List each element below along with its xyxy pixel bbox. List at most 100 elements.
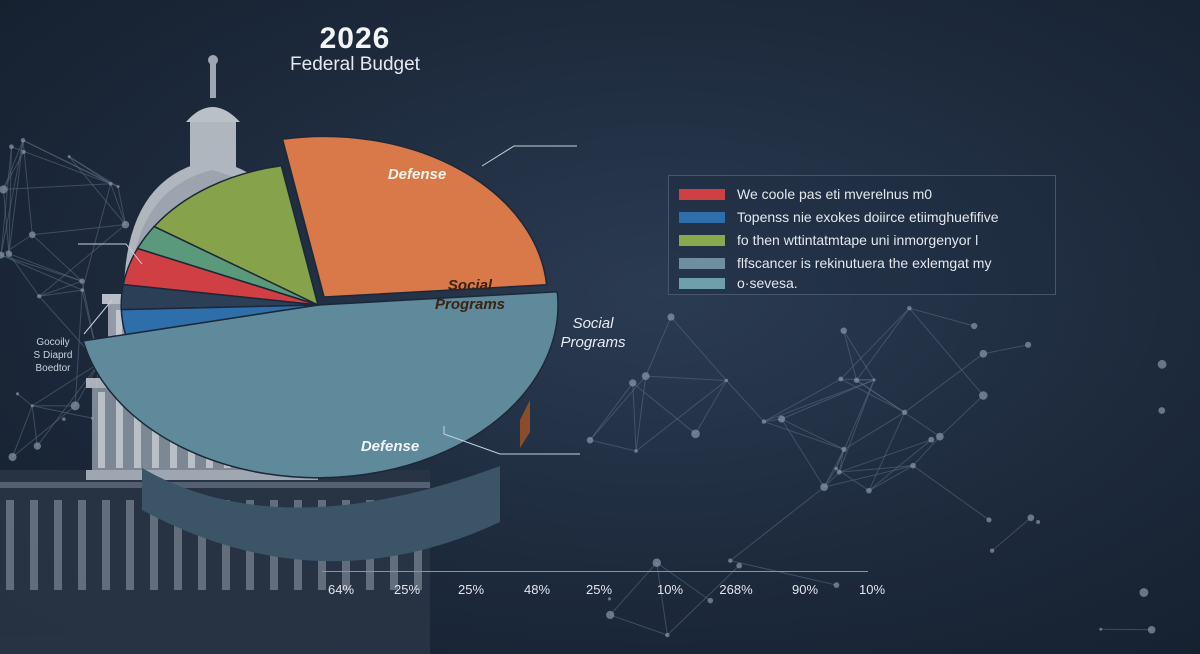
network-node: [872, 378, 876, 382]
legend-swatch: [679, 277, 725, 289]
network-link: [38, 224, 126, 297]
x-tick-label: 10%: [858, 582, 886, 597]
x-tick-label: 48%: [523, 582, 551, 597]
capitol-wing-column: [78, 500, 86, 590]
network-node: [761, 419, 767, 424]
network-node: [586, 436, 594, 444]
network-node: [70, 401, 80, 411]
network-link: [8, 253, 83, 282]
capitol-wing-column: [6, 500, 14, 590]
network-node: [691, 429, 700, 439]
legend-item: flfscancer is rekinutuera the exlemgat m…: [679, 254, 991, 272]
pie-slice: [82, 290, 559, 479]
network-node: [866, 487, 872, 494]
network-link: [823, 449, 845, 488]
network-node: [834, 466, 838, 471]
left-note-line-2: S Diaprd: [33, 350, 73, 361]
network-link: [632, 382, 696, 435]
chart-title: Federal Budget: [290, 54, 420, 75]
legend-label: Topenss nie exokes doiirce etiimghuefifi…: [737, 209, 999, 225]
pie-chart: [82, 135, 559, 479]
network-link: [38, 280, 83, 297]
capitol-wing-column: [126, 500, 134, 590]
leader-line-left-2: [83, 299, 113, 335]
x-tick-label: 90%: [791, 582, 819, 597]
network-link: [39, 289, 83, 297]
network-link: [1100, 628, 1152, 631]
network-link: [31, 234, 83, 282]
legend-swatch: [679, 211, 725, 223]
network-node: [1158, 407, 1166, 414]
network-link: [908, 307, 984, 396]
network-node: [629, 379, 637, 387]
chart-year: 2026: [319, 22, 391, 55]
network-node: [665, 632, 670, 638]
capitol-column: [134, 392, 141, 468]
network-node: [30, 404, 34, 408]
network-link: [912, 436, 941, 467]
x-axis-line: [322, 571, 868, 572]
network-node: [910, 462, 916, 469]
network-link: [856, 379, 941, 438]
legend-label: o·sevesa.: [737, 275, 798, 291]
capitol-wing-column: [174, 500, 182, 590]
network-link: [666, 565, 740, 636]
network-link: [839, 465, 914, 473]
network-link: [8, 146, 12, 254]
network-node: [840, 327, 847, 334]
network-node: [979, 349, 988, 358]
network-link: [843, 330, 858, 381]
network-link: [781, 379, 875, 420]
network-link: [730, 560, 837, 586]
pie-slice: [152, 164, 320, 307]
network-node: [62, 417, 66, 421]
network-link: [781, 418, 845, 450]
network-link: [0, 234, 33, 256]
capitol-wing-column: [150, 500, 158, 590]
network-node: [33, 442, 42, 450]
network-link: [32, 224, 126, 236]
network-link: [31, 405, 38, 447]
network-link: [589, 375, 647, 441]
network-link: [32, 405, 93, 419]
network-link: [635, 380, 727, 452]
leader-line-top: [481, 145, 577, 167]
network-node: [21, 149, 26, 155]
network-node: [1157, 359, 1167, 369]
network-link: [840, 307, 910, 380]
network-node: [1139, 588, 1149, 597]
network-link: [912, 465, 990, 521]
network-link: [632, 382, 637, 452]
network-link: [12, 405, 33, 458]
network-link: [840, 378, 905, 413]
pie-depth: [142, 466, 500, 562]
network-node: [853, 377, 860, 383]
network-node: [833, 582, 840, 588]
network-node: [736, 562, 743, 569]
network-node: [986, 517, 992, 523]
network-node: [116, 185, 120, 189]
network-link: [939, 395, 984, 437]
capitol-column: [116, 392, 123, 468]
network-link: [763, 421, 845, 450]
network-link: [868, 439, 932, 492]
network-node: [9, 144, 14, 150]
network-node: [641, 372, 650, 381]
network-link: [117, 186, 126, 225]
network-link: [856, 307, 910, 381]
network-link: [110, 183, 126, 225]
network-node: [15, 392, 20, 396]
network-link: [838, 379, 875, 473]
network-link: [36, 362, 100, 447]
network-node: [606, 610, 615, 620]
network-link: [645, 316, 672, 377]
x-tick-label: 10%: [656, 582, 684, 597]
capitol-wing-column: [54, 500, 62, 590]
network-node: [978, 391, 988, 400]
network-link: [839, 439, 932, 473]
network-link: [3, 183, 111, 190]
network-link: [17, 393, 33, 407]
network-link: [68, 156, 111, 185]
network-node: [121, 220, 130, 229]
